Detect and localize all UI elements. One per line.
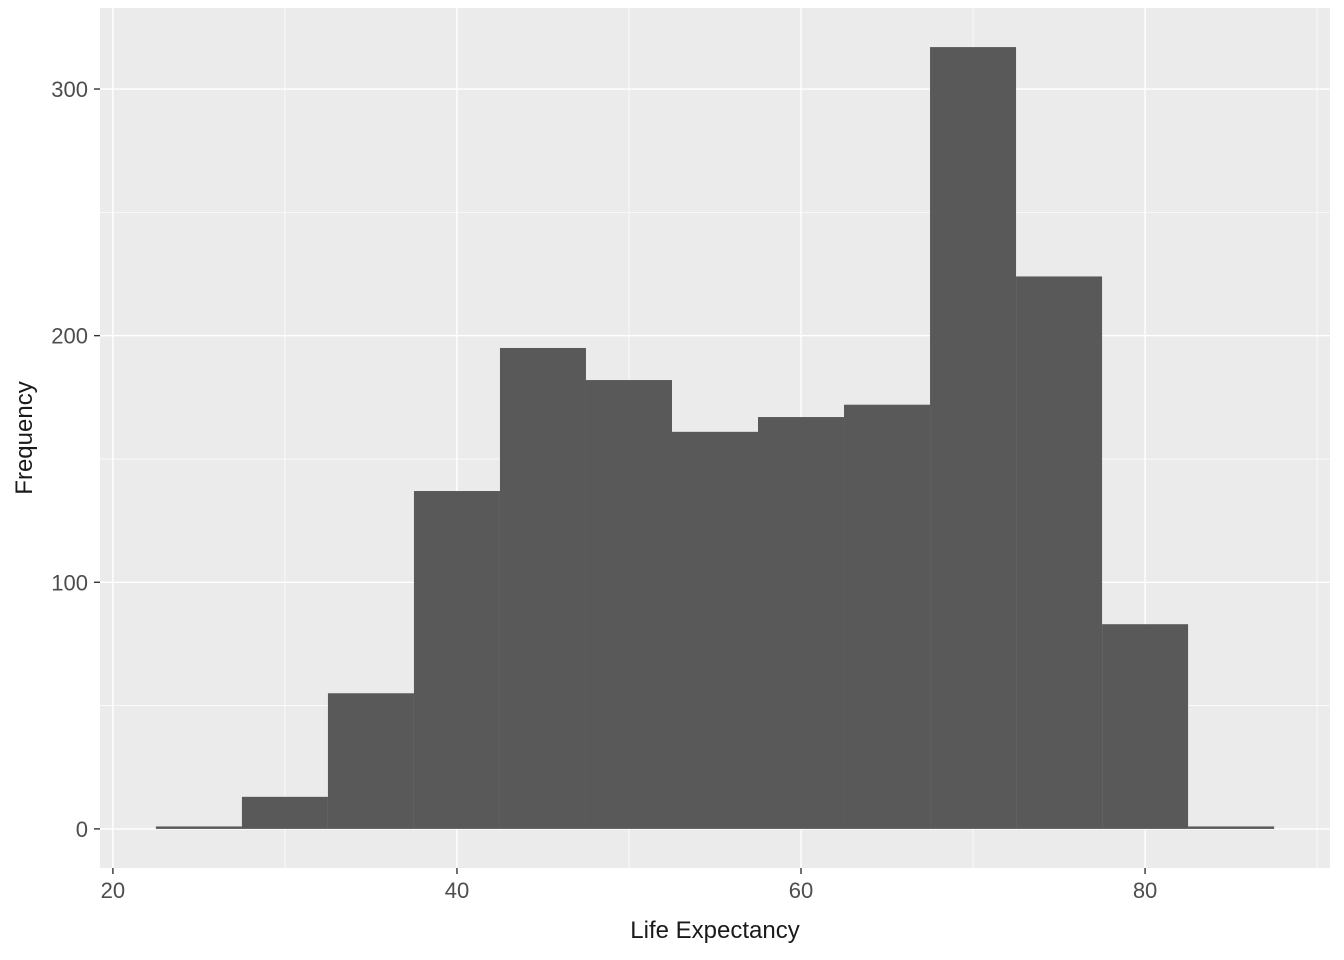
histogram-bar	[844, 404, 931, 829]
histogram-bar	[327, 693, 414, 829]
x-tick-label: 40	[445, 878, 469, 903]
x-tick-label: 60	[789, 878, 813, 903]
histogram-bar	[413, 491, 500, 829]
x-axis-title: Life Expectancy	[630, 917, 799, 944]
y-axis-title: Frequency	[11, 381, 38, 494]
x-tick-label: 80	[1133, 878, 1157, 903]
histogram-bar	[241, 796, 328, 829]
histogram-bar	[758, 417, 845, 829]
histogram-bar	[671, 431, 759, 829]
histogram-bar	[1188, 826, 1275, 829]
x-axis: 20 40 60 80	[101, 868, 1157, 903]
histogram-bar	[930, 47, 1017, 829]
histogram-bar	[1016, 276, 1103, 829]
y-tick-label: 0	[76, 817, 88, 842]
histogram-bar	[1102, 624, 1189, 829]
x-tick-label: 20	[101, 878, 125, 903]
histogram-bar	[585, 380, 672, 829]
y-tick-label: 200	[51, 324, 88, 349]
y-axis: 0 100 200 300	[51, 77, 100, 842]
bars-group	[155, 47, 1275, 829]
histogram-bar	[155, 826, 242, 829]
y-tick-label: 100	[51, 570, 88, 595]
histogram-bar	[499, 347, 586, 829]
y-tick-label: 300	[51, 77, 88, 102]
